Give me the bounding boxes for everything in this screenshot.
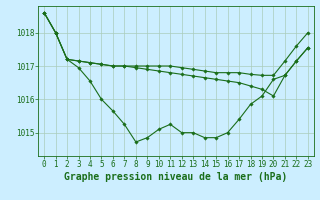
X-axis label: Graphe pression niveau de la mer (hPa): Graphe pression niveau de la mer (hPa) — [64, 172, 288, 182]
